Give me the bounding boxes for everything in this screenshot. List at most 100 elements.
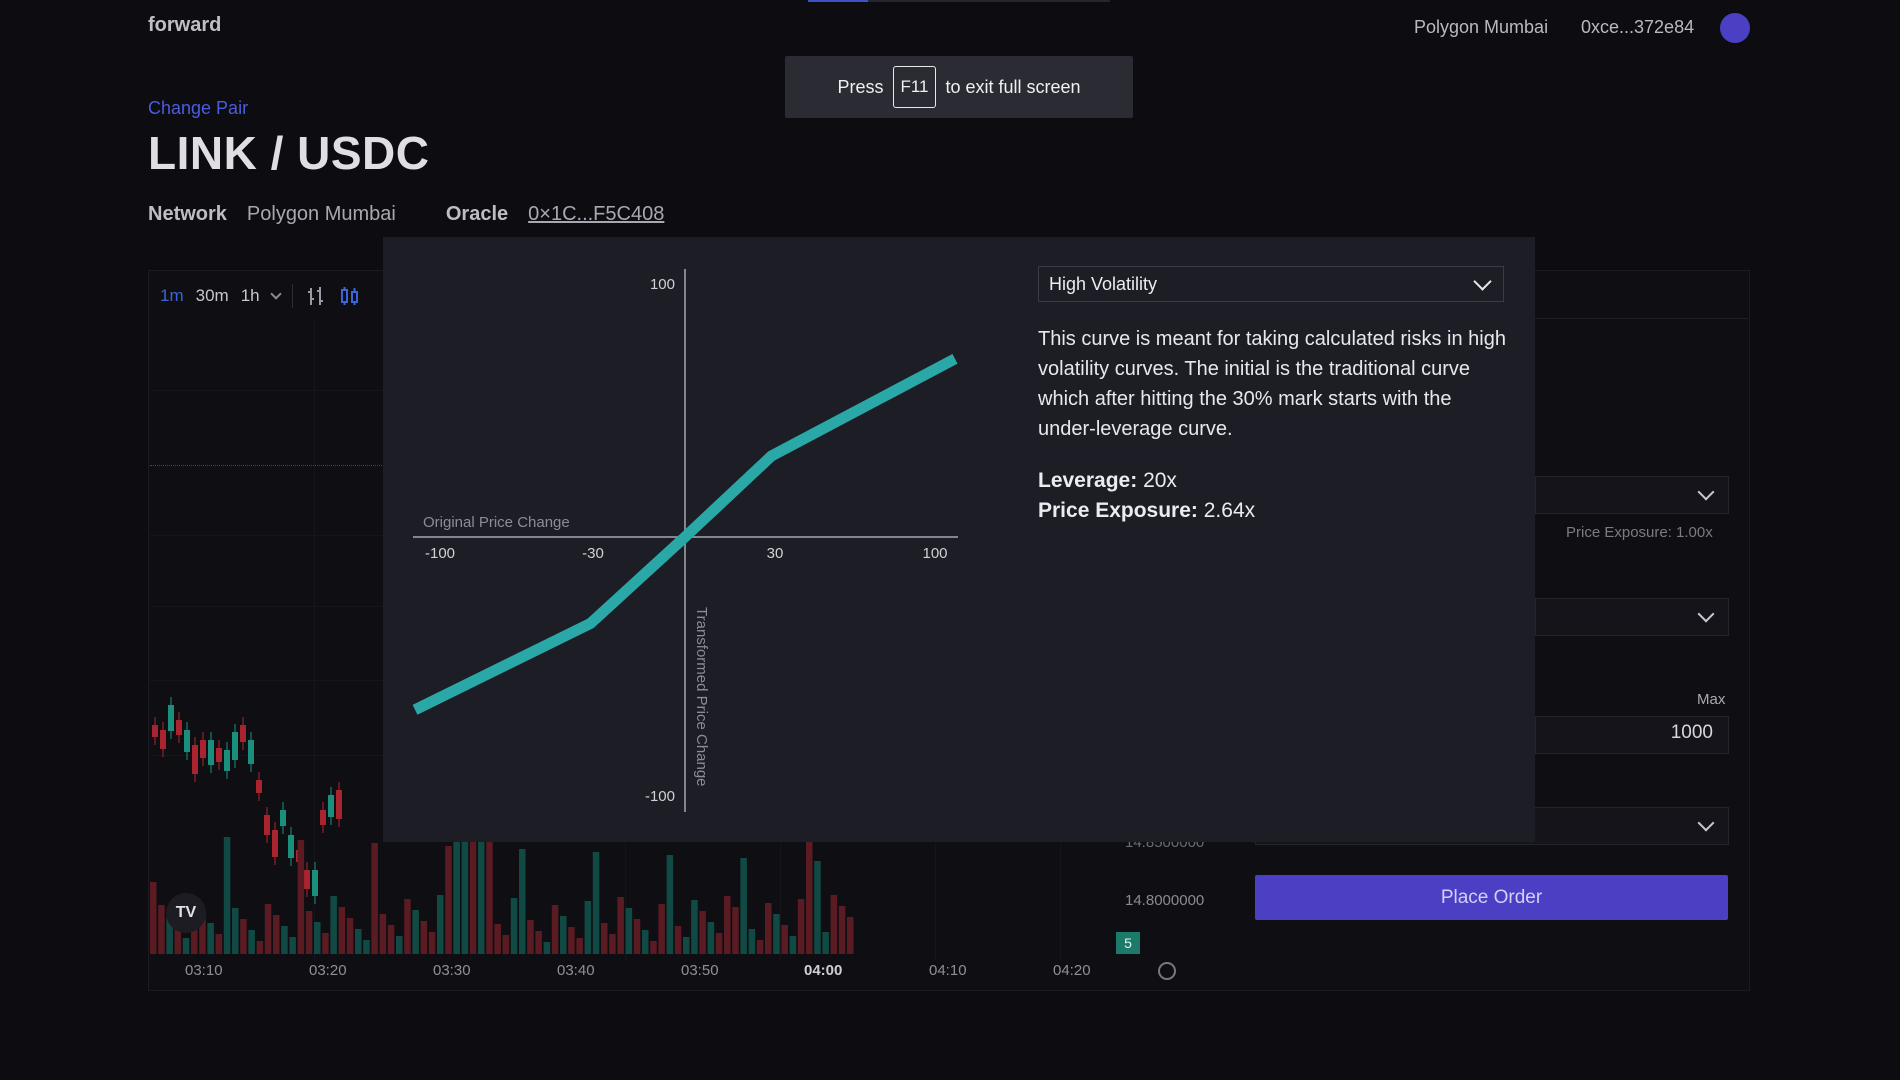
volume-bar xyxy=(330,896,337,954)
price-exposure-note: Price Exposure: 1.00x xyxy=(1566,524,1713,541)
volume-bar xyxy=(732,907,739,954)
oracle-label: Oracle xyxy=(445,203,509,225)
volume-bar xyxy=(510,898,518,954)
volume-bar xyxy=(601,923,608,954)
order-type-select[interactable] xyxy=(1535,476,1729,514)
volume-bar xyxy=(543,942,551,954)
volume-bar xyxy=(756,940,764,954)
candle xyxy=(200,740,206,758)
y-axis-title: Transformed Price Change xyxy=(693,607,710,787)
volume-bar xyxy=(215,934,223,954)
volume-bar xyxy=(297,840,305,954)
volume-bar xyxy=(650,941,657,954)
time-label: 04:00 xyxy=(804,962,843,979)
candles-icon[interactable] xyxy=(339,285,361,307)
network-label: Network xyxy=(148,203,227,225)
candle xyxy=(216,748,222,762)
volume-bar xyxy=(322,933,329,954)
interval-1h[interactable]: 1h xyxy=(240,286,260,305)
chart-toolbar: 1m 30m 1h xyxy=(160,284,361,308)
candle xyxy=(192,745,198,774)
volume-bar xyxy=(478,792,485,954)
volume-bar xyxy=(420,921,428,954)
volume-bar xyxy=(371,843,378,954)
candle xyxy=(304,870,310,889)
volume-bar xyxy=(379,914,387,954)
chevron-down-icon xyxy=(1697,814,1715,832)
banner-exit-text: to exit full screen xyxy=(945,76,1081,97)
volume-bar xyxy=(560,916,567,954)
grid-line xyxy=(314,320,315,960)
volume-bar xyxy=(412,910,419,954)
candle xyxy=(152,725,158,737)
place-order-button[interactable]: Place Order xyxy=(1255,875,1728,920)
interval-1m[interactable]: 1m xyxy=(160,286,184,305)
volume-bar xyxy=(519,849,526,954)
leverage-label: Leverage: xyxy=(1038,469,1138,492)
wallet-address[interactable]: 0xce...372e84 xyxy=(1581,17,1695,37)
max-button[interactable]: Max xyxy=(1697,691,1726,708)
price-line xyxy=(150,465,382,466)
oracle-address-link[interactable]: 0×1C...F5C408 xyxy=(528,203,665,225)
candle xyxy=(288,835,294,858)
time-label: 03:10 xyxy=(185,962,223,979)
avatar[interactable] xyxy=(1720,13,1750,43)
volume-bar xyxy=(674,926,682,954)
curve-description: This curve is meant for taking calculate… xyxy=(1038,328,1506,440)
volume-bar xyxy=(428,932,436,954)
volume-bar xyxy=(568,927,575,954)
curve-dropdown[interactable]: High Volatility xyxy=(1038,266,1504,302)
top-progress-track xyxy=(808,0,1110,2)
volume-bar xyxy=(666,855,674,954)
volume-bar xyxy=(346,918,354,954)
x-tick-label: -30 xyxy=(582,545,604,562)
volume-bar xyxy=(232,908,239,954)
volume-bar xyxy=(453,807,460,954)
volume-bar xyxy=(281,926,288,954)
volume-bar xyxy=(609,934,616,954)
volume-bar xyxy=(305,911,313,954)
tradingview-logo[interactable]: TV xyxy=(166,893,206,933)
bar-chart-icon[interactable] xyxy=(305,285,327,307)
candle xyxy=(240,725,246,742)
x-tick-label: -100 xyxy=(425,545,455,562)
amount-value[interactable]: 1000 xyxy=(1670,722,1713,743)
brand-logo[interactable]: forward xyxy=(148,14,222,36)
leverage-value: 20x xyxy=(1143,469,1177,492)
candle xyxy=(224,750,230,771)
y-tick-label: -100 xyxy=(645,788,675,805)
candle xyxy=(264,815,270,835)
volume-bar xyxy=(838,906,846,954)
curve-chart: Original Price Change Transformed Price … xyxy=(412,269,958,812)
curve-select[interactable] xyxy=(1535,598,1729,636)
chevron-down-icon xyxy=(1697,483,1715,501)
volume-bar xyxy=(740,858,747,954)
interval-30m[interactable]: 30m xyxy=(195,286,229,305)
time-label: 04:10 xyxy=(929,962,967,979)
countdown-badge: 5 xyxy=(1116,932,1140,954)
volume-bar xyxy=(314,922,321,954)
volume-bar xyxy=(535,931,542,954)
amount-input[interactable] xyxy=(1535,716,1729,754)
volume-bar xyxy=(445,846,452,954)
candle xyxy=(312,870,318,896)
x-tick-label: 100 xyxy=(922,545,947,562)
volume-bar xyxy=(199,912,206,954)
time-label: 03:50 xyxy=(681,962,719,979)
volume-bar xyxy=(527,920,534,954)
volume-bar xyxy=(494,924,501,954)
candlestick-series xyxy=(150,697,854,954)
network-selector[interactable]: Polygon Mumbai xyxy=(1414,17,1549,37)
volume-bar xyxy=(633,919,641,954)
volume-bar xyxy=(707,922,715,954)
gear-icon[interactable] xyxy=(1158,962,1176,980)
change-pair-link[interactable]: Change Pair xyxy=(148,98,249,118)
candle xyxy=(328,795,334,817)
volume-bar xyxy=(486,803,493,954)
volume-bar xyxy=(584,901,592,954)
volume-bar xyxy=(781,925,788,954)
curve-dropdown-value: High Volatility xyxy=(1049,273,1158,294)
time-label: 03:20 xyxy=(309,962,347,979)
volume-bar xyxy=(387,925,395,954)
volume-bar xyxy=(773,914,780,954)
